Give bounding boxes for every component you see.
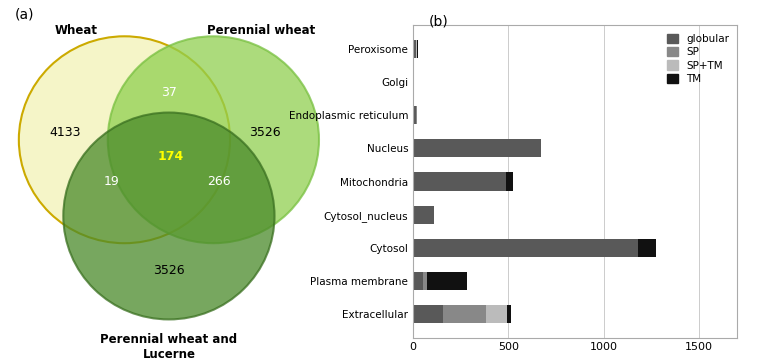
Bar <box>413 272 422 290</box>
Text: 266: 266 <box>207 175 231 188</box>
Bar <box>413 40 416 58</box>
Text: 3526: 3526 <box>249 126 281 139</box>
Bar <box>413 106 416 124</box>
Bar <box>413 172 506 191</box>
Text: Wheat: Wheat <box>55 24 98 37</box>
Bar <box>413 205 434 224</box>
Bar <box>413 305 442 323</box>
Text: 37: 37 <box>161 86 177 99</box>
Bar <box>507 305 511 323</box>
Bar <box>506 172 513 191</box>
Bar <box>486 305 507 323</box>
Text: 4133: 4133 <box>49 126 81 139</box>
Bar <box>413 139 541 158</box>
Circle shape <box>19 36 230 243</box>
Bar <box>416 106 418 124</box>
Text: (a): (a) <box>15 7 35 21</box>
Bar <box>442 305 486 323</box>
Text: (b): (b) <box>428 15 449 29</box>
Circle shape <box>108 36 319 243</box>
Text: 174: 174 <box>157 150 184 163</box>
Legend: globular, SP, SP+TM, TM: globular, SP, SP+TM, TM <box>664 30 732 87</box>
Circle shape <box>63 113 275 319</box>
Text: 3526: 3526 <box>153 264 185 277</box>
Bar <box>428 272 467 290</box>
Text: Perennial wheat and
Lucerne: Perennial wheat and Lucerne <box>100 333 238 361</box>
Text: Perennial wheat: Perennial wheat <box>208 24 316 37</box>
Text: 19: 19 <box>103 175 120 188</box>
Bar <box>413 239 638 257</box>
Bar <box>422 272 428 290</box>
Bar <box>638 239 656 257</box>
